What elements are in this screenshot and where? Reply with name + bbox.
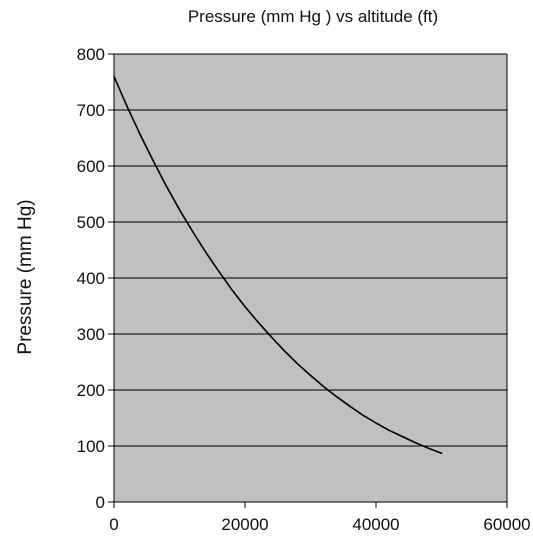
x-tick-label-40000: 40000 [352, 515, 399, 534]
y-tick-label-0: 0 [96, 493, 105, 512]
x-tick-label-20000: 20000 [221, 515, 268, 534]
plot-area: 0 100 200 300 400 500 600 700 800 0 20000 40000 6000… [77, 45, 531, 534]
y-tick-label-500: 500 [77, 213, 105, 232]
y-tick-label-100: 100 [77, 437, 105, 456]
chart-title: Pressure (mm Hg ) vs altitude (ft) [188, 7, 438, 26]
y-tick-label-300: 300 [77, 325, 105, 344]
x-tick-label-0: 0 [109, 515, 118, 534]
x-tick-label-60000: 60000 [483, 515, 530, 534]
y-tick-label-800: 800 [77, 45, 105, 64]
y-tick-label-600: 600 [77, 157, 105, 176]
y-tick-label-400: 400 [77, 269, 105, 288]
y-tick-label-200: 200 [77, 381, 105, 400]
y-axis-label: Pressure (mm Hg) [15, 199, 36, 354]
y-tick-label-700: 700 [77, 101, 105, 120]
series-line-0 [113, 75, 443, 455]
